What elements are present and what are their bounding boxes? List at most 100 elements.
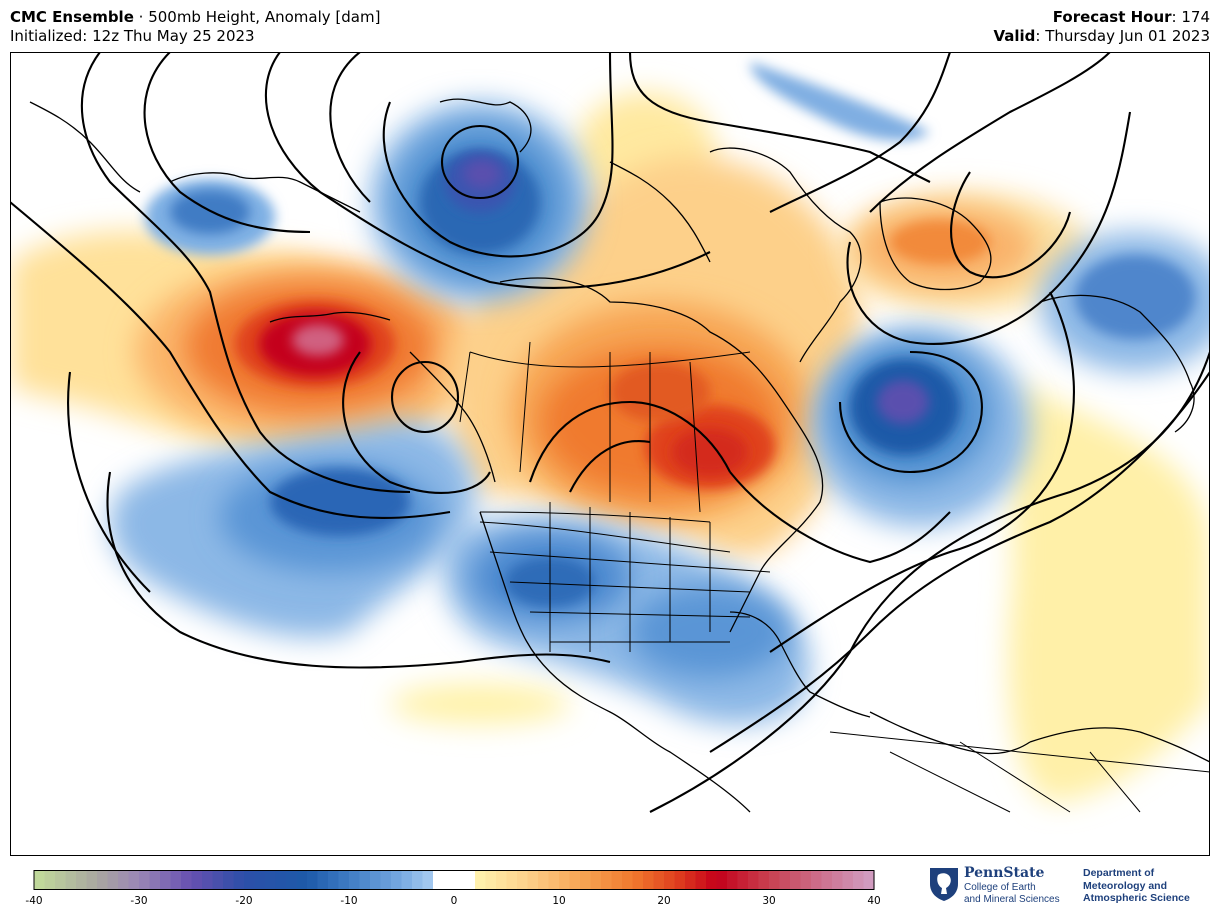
colorbar-cell bbox=[265, 871, 277, 889]
colorbar-cell bbox=[443, 871, 455, 889]
colorbar-cell bbox=[758, 871, 770, 889]
colorbar-cell bbox=[790, 871, 802, 889]
colorbar-cell bbox=[685, 871, 697, 889]
colorbar-cell bbox=[107, 871, 119, 889]
colorbar-cell bbox=[779, 871, 791, 889]
colorbar-cell bbox=[86, 871, 98, 889]
colorbar-cell bbox=[727, 871, 739, 889]
colorbar-cell bbox=[370, 871, 382, 889]
colorbar-cell bbox=[695, 871, 707, 889]
colorbar-tick-label: -10 bbox=[340, 895, 357, 907]
psu-department: Department of Meteorology and Atmospheri… bbox=[1083, 867, 1190, 905]
colorbar-cell bbox=[496, 871, 508, 889]
colorbar-cell bbox=[412, 871, 424, 889]
colorbar-cell bbox=[632, 871, 644, 889]
colorbar-cell bbox=[832, 871, 844, 889]
colorbar-tick-label: 40 bbox=[867, 895, 880, 907]
colorbar-cell bbox=[422, 871, 434, 889]
valid-value: : Thursday Jun 01 2023 bbox=[1035, 27, 1210, 45]
colorbar-cell bbox=[76, 871, 88, 889]
valid-line: Valid: Thursday Jun 01 2023 bbox=[993, 27, 1210, 46]
forecast-hour-line: Forecast Hour: 174 bbox=[993, 8, 1210, 27]
title-block: CMC Ensemble · 500mb Height, Anomaly [da… bbox=[10, 8, 380, 46]
colorbar-cell bbox=[769, 871, 781, 889]
colorbar-cell bbox=[233, 871, 245, 889]
colorbar-cell bbox=[275, 871, 287, 889]
title-line: CMC Ensemble · 500mb Height, Anomaly [da… bbox=[10, 8, 380, 27]
colorbar-cell bbox=[475, 871, 487, 889]
colorbar-cell bbox=[244, 871, 256, 889]
contour-arctic-low bbox=[440, 124, 520, 200]
dept-line1: Department of bbox=[1083, 867, 1155, 879]
arctic-trough bbox=[370, 102, 590, 302]
colorbar-tick-label: -40 bbox=[25, 895, 42, 907]
colorbar-cell bbox=[800, 871, 812, 889]
colorbar-cell bbox=[307, 871, 319, 889]
colorbar-cell bbox=[401, 871, 413, 889]
colorbar-cell bbox=[391, 871, 403, 889]
colorbar-cell bbox=[328, 871, 340, 889]
colorbar-tick-label: 0 bbox=[451, 895, 458, 907]
colorbar-cell bbox=[811, 871, 823, 889]
coastlines bbox=[29, 98, 1210, 813]
psu-college-line1: College of Earth bbox=[964, 882, 1036, 893]
colorbar-cell bbox=[485, 871, 497, 889]
colorbar-cell bbox=[97, 871, 109, 889]
title-separator: · bbox=[133, 8, 149, 26]
height-contours bbox=[10, 52, 1210, 813]
colorbar-cell bbox=[286, 871, 298, 889]
colorbar-cell bbox=[548, 871, 560, 889]
colorbar-cell bbox=[34, 871, 46, 889]
colorbar-cell bbox=[506, 871, 518, 889]
colorbar-cell bbox=[139, 871, 151, 889]
map-frame bbox=[10, 52, 1210, 856]
colorbar-cells bbox=[34, 871, 875, 889]
colorbar-cell bbox=[212, 871, 224, 889]
init-time: Initialized: 12z Thu May 25 2023 bbox=[10, 27, 255, 45]
colorbar-cell bbox=[149, 871, 161, 889]
colorbar-cell bbox=[170, 871, 182, 889]
europe-trough bbox=[1040, 232, 1210, 372]
colorbar-cell bbox=[338, 871, 350, 889]
colorbar-cell bbox=[118, 871, 130, 889]
colorbar-cell bbox=[569, 871, 581, 889]
dept-line3: Atmospheric Science bbox=[1083, 892, 1190, 904]
colorbar-cell bbox=[674, 871, 686, 889]
colorbar-tick-label: 20 bbox=[657, 895, 670, 907]
colorbar-cell bbox=[296, 871, 308, 889]
colorbar-tick-label: 10 bbox=[552, 895, 565, 907]
colorbar-cell bbox=[737, 871, 749, 889]
colorbar-cell bbox=[611, 871, 623, 889]
colorbar-tick-label: -30 bbox=[130, 895, 147, 907]
colorbar-cell bbox=[559, 871, 571, 889]
colorbar-cell bbox=[65, 871, 77, 889]
colorbar-cell bbox=[527, 871, 539, 889]
colorbar-cell bbox=[160, 871, 172, 889]
colorbar-cell bbox=[55, 871, 67, 889]
contour-pacific-high bbox=[390, 360, 460, 434]
colorbar-cell bbox=[454, 871, 466, 889]
colorbar-cell bbox=[643, 871, 655, 889]
penn-state-logo: PennState College of Earth and Mineral S… bbox=[926, 864, 1216, 914]
colorbar-cell bbox=[538, 871, 550, 889]
colorbar-cell bbox=[716, 871, 728, 889]
colorbar-cell bbox=[517, 871, 529, 889]
colorbar-cell bbox=[601, 871, 613, 889]
colorbar-cell bbox=[380, 871, 392, 889]
dept-line2: Meteorology and bbox=[1083, 879, 1168, 892]
colorbar-tick-label: -20 bbox=[235, 895, 252, 907]
colorbar-cell bbox=[580, 871, 592, 889]
psu-wordmark: PennState bbox=[964, 865, 1045, 881]
colorbar-cell bbox=[821, 871, 833, 889]
colorbar-cell bbox=[853, 871, 865, 889]
colorbar-cell bbox=[202, 871, 214, 889]
colorbar-cell bbox=[464, 871, 476, 889]
colorbar-ticks: -40 -30 -20 -10 0 10 20 30 40 bbox=[25, 895, 880, 907]
arctic-ocean-trough bbox=[750, 62, 930, 141]
colorbar-frame bbox=[33, 870, 875, 890]
forecast-block: Forecast Hour: 174 Valid: Thursday Jun 0… bbox=[993, 8, 1210, 46]
colorbar-cell bbox=[349, 871, 361, 889]
model-name: CMC Ensemble bbox=[10, 8, 134, 26]
colorbar-cell bbox=[842, 871, 854, 889]
colorbar-tick-label: 30 bbox=[762, 895, 775, 907]
